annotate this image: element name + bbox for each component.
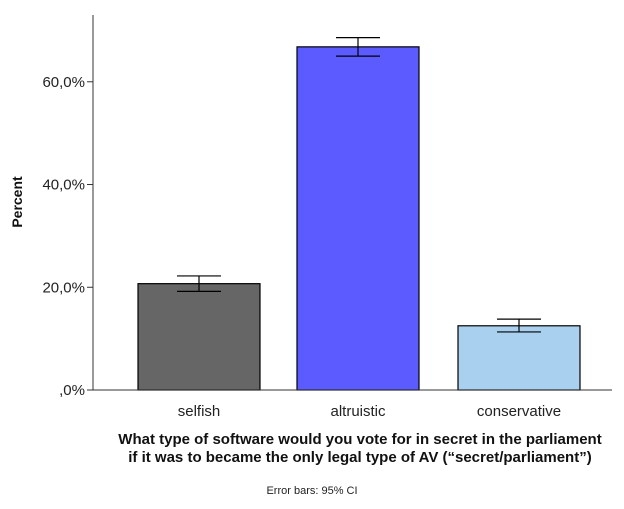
x-axis-title-line-2: if it was to became the only legal type … [128,449,591,466]
y-axis-ticks: ,0% 20,0% 40,0% 60,0% [42,74,93,399]
y-tick-label: 20,0% [42,279,85,296]
bars [137,46,581,391]
x-axis-title-line-1: What type of software would you vote for… [118,431,601,448]
error-bar-selfish [177,275,221,292]
x-axis-category-labels: selfish altruistic conservative [178,403,561,420]
bar-altruistic [296,46,420,391]
error-bar-conservative [497,318,541,333]
bar-selfish [137,283,261,391]
x-category-label-selfish: selfish [178,403,221,420]
y-axis-title: Percent [9,176,25,228]
error-bars-footnote: Error bars: 95% CI [266,485,357,497]
x-category-label-conservative: conservative [477,403,561,420]
error-bars [177,37,541,333]
x-category-label-altruistic: altruistic [330,403,386,420]
bar-conservative [457,325,581,391]
y-tick-label: 60,0% [42,74,85,91]
error-bar-altruistic [336,37,380,57]
y-tick-label: ,0% [59,382,85,399]
y-tick-label: 40,0% [42,177,85,194]
